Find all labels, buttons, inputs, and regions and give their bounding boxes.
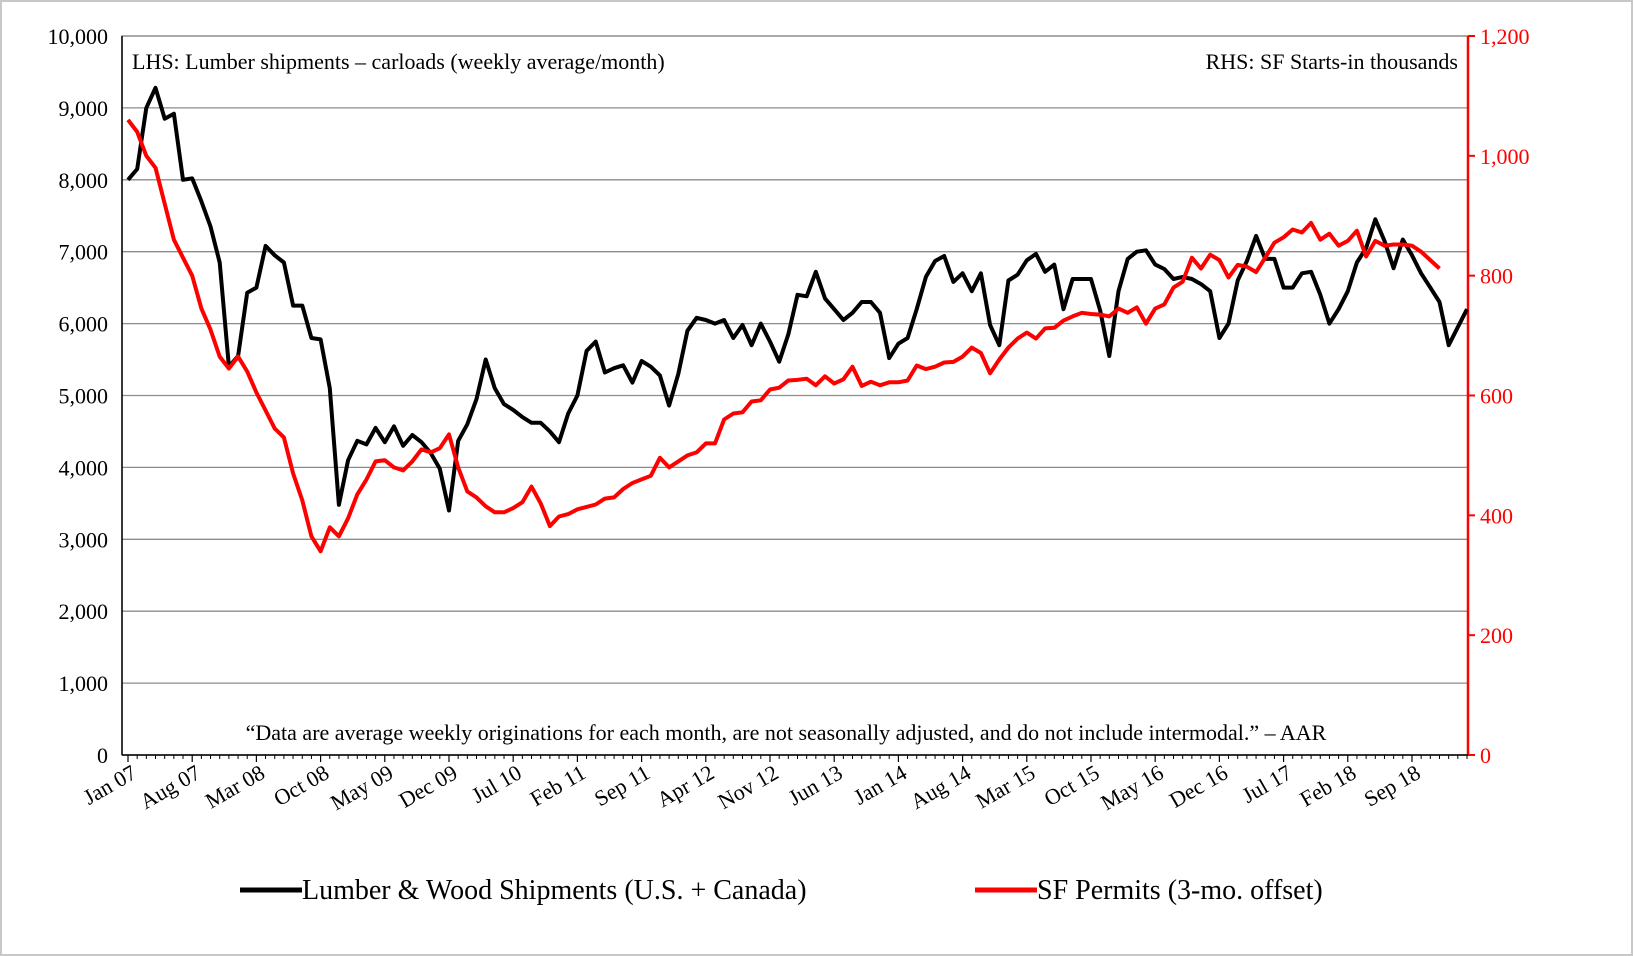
y2-tick-label: 1,000	[1480, 144, 1530, 169]
y-tick-label: 6,000	[59, 312, 109, 337]
y-tick-label: 7,000	[59, 240, 109, 265]
y-tick-label: 5,000	[59, 384, 109, 409]
source-note: “Data are average weekly originations fo…	[246, 720, 1327, 745]
legend-label: Lumber & Wood Shipments (U.S. + Canada)	[302, 875, 807, 906]
y-tick-label: 9,000	[59, 96, 109, 121]
series-line	[126, 118, 1441, 554]
y2-tick-label: 1,200	[1480, 24, 1530, 49]
lhs-note: LHS: Lumber shipments – carloads (weekly…	[132, 49, 665, 74]
legend-label: SF Permits (3-mo. offset)	[1037, 875, 1323, 906]
y2-tick-label: 400	[1480, 503, 1513, 528]
y2-tick-label: 0	[1480, 743, 1491, 768]
y2-tick-label: 800	[1480, 264, 1513, 289]
y2-tick-label: 200	[1480, 623, 1513, 648]
rhs-note: RHS: SF Starts-in thousands	[1206, 49, 1458, 74]
y-tick-label: 0	[97, 743, 108, 768]
y-tick-label: 4,000	[59, 455, 109, 480]
y2-tick-label: 600	[1480, 384, 1513, 409]
y-tick-label: 2,000	[59, 599, 109, 624]
y-tick-label: 3,000	[59, 527, 109, 552]
y-tick-label: 8,000	[59, 168, 109, 193]
y-tick-label: 10,000	[48, 24, 109, 49]
y-tick-label: 1,000	[59, 671, 109, 696]
